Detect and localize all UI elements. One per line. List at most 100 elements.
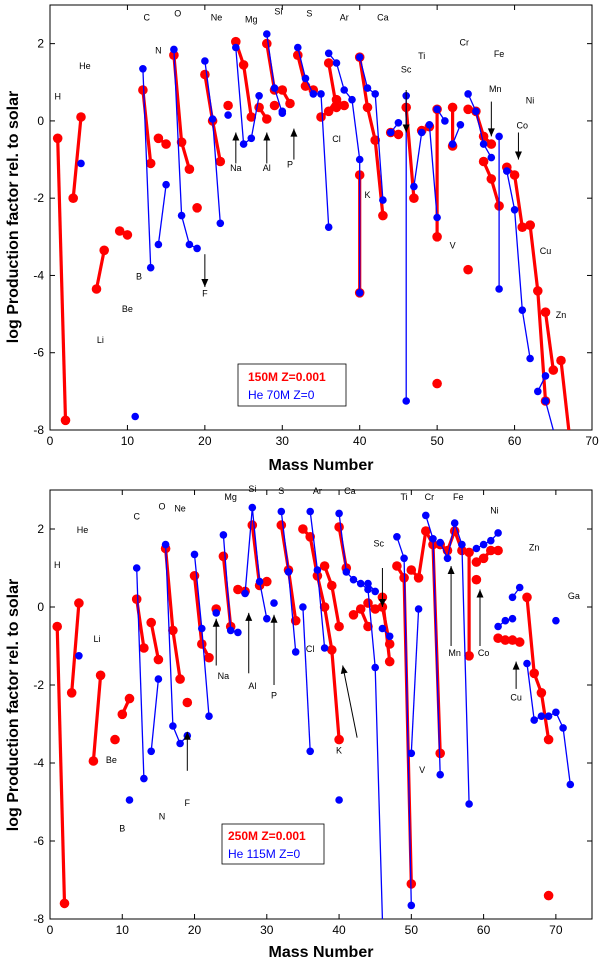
x-tick-label: 70 xyxy=(549,923,563,937)
data-point xyxy=(552,616,560,625)
data-point xyxy=(131,412,139,421)
data-point xyxy=(541,397,550,405)
y-axis-label: log Production factor rel. to solar xyxy=(5,91,22,343)
data-point xyxy=(306,747,315,756)
data-point xyxy=(501,616,510,625)
arrow xyxy=(270,614,278,685)
series-line-segment xyxy=(395,565,413,884)
element-label: Na xyxy=(230,163,242,173)
series-line-segment xyxy=(506,170,531,359)
data-point xyxy=(456,121,465,129)
data-point xyxy=(543,734,554,745)
series-line-segment xyxy=(56,138,68,421)
arrow xyxy=(402,90,410,133)
data-point xyxy=(339,100,350,111)
series-2 xyxy=(75,503,575,920)
data-point xyxy=(534,387,542,396)
data-point xyxy=(131,594,142,604)
element-label: Mn xyxy=(448,648,461,658)
series-line-segment xyxy=(410,608,420,754)
series-2 xyxy=(77,30,554,431)
data-point xyxy=(334,734,344,745)
x-tick-label: 40 xyxy=(332,923,346,937)
data-point xyxy=(248,503,257,512)
data-point xyxy=(317,90,325,98)
data-point xyxy=(566,780,575,789)
data-point xyxy=(402,397,411,405)
data-point xyxy=(319,561,330,571)
data-point xyxy=(161,540,170,549)
data-point xyxy=(432,232,442,242)
series-line-segment xyxy=(55,626,67,904)
data-point xyxy=(319,602,330,612)
data-point xyxy=(91,284,102,294)
element-label: Be xyxy=(122,304,133,314)
data-point xyxy=(448,140,457,148)
data-point xyxy=(278,107,287,116)
data-point xyxy=(436,770,445,779)
data-point xyxy=(541,372,550,380)
arrow-head xyxy=(402,124,410,133)
data-point xyxy=(239,140,248,148)
series-line-segment xyxy=(358,56,385,216)
data-point xyxy=(529,668,539,679)
data-point xyxy=(176,137,187,147)
data-point xyxy=(537,712,546,720)
top-panel: 0 10 20 30 40 50 60 70 -8 -6 -4 -2 0 2 H He Li Be B C N O F Ne… xyxy=(5,4,599,474)
data-point xyxy=(99,245,109,256)
data-point xyxy=(370,604,381,614)
data-point xyxy=(294,43,302,52)
element-label: S xyxy=(278,486,284,496)
annotation-group: H He Li Be B C N O F Ne Na Mg Al Si P S Cl Ar K Ca Sc Ti V Cr Fe… xyxy=(54,7,566,345)
y-tick-label: -6 xyxy=(33,346,44,360)
data-point xyxy=(291,648,300,656)
data-point xyxy=(52,133,63,144)
series-line-segment xyxy=(71,116,83,199)
data-point xyxy=(216,219,225,228)
data-point xyxy=(324,49,333,58)
data-point xyxy=(60,415,71,426)
element-label: Ar xyxy=(313,486,322,496)
arrow-head xyxy=(212,618,220,627)
data-point xyxy=(393,533,401,541)
data-point xyxy=(433,105,441,114)
data-point xyxy=(342,568,351,576)
data-point xyxy=(486,545,496,556)
element-label: F xyxy=(185,798,191,808)
x-tick-label: 60 xyxy=(477,923,491,937)
data-point xyxy=(323,58,334,68)
arrow xyxy=(340,665,358,738)
element-label: Ni xyxy=(526,96,535,106)
data-point xyxy=(371,663,380,672)
element-label: C xyxy=(144,12,151,22)
data-point xyxy=(132,564,141,572)
data-point xyxy=(117,709,128,720)
data-point xyxy=(323,106,334,117)
element-label: N xyxy=(159,812,166,822)
data-point xyxy=(394,119,403,127)
data-point xyxy=(422,511,430,520)
arrow xyxy=(487,101,495,137)
arrow-head xyxy=(447,566,455,575)
legend-label-series-1: 250M Z=0.001 xyxy=(228,829,306,843)
element-label: He xyxy=(79,61,91,71)
data-point xyxy=(393,129,404,140)
data-point xyxy=(154,240,163,249)
data-point xyxy=(514,637,525,647)
data-point xyxy=(193,244,201,253)
data-point xyxy=(348,610,359,620)
data-point xyxy=(363,621,373,632)
data-point xyxy=(334,621,344,632)
arrow-head xyxy=(245,612,253,621)
data-point xyxy=(176,739,184,748)
data-point xyxy=(503,167,511,175)
data-point xyxy=(263,614,271,623)
element-label: Ti xyxy=(401,492,408,502)
data-point xyxy=(510,206,519,214)
element-label: B xyxy=(136,271,142,281)
element-label: Ca xyxy=(344,486,356,496)
x-axis-label: Mass Number xyxy=(269,944,374,961)
element-label: N xyxy=(155,45,162,55)
data-point xyxy=(334,522,344,532)
